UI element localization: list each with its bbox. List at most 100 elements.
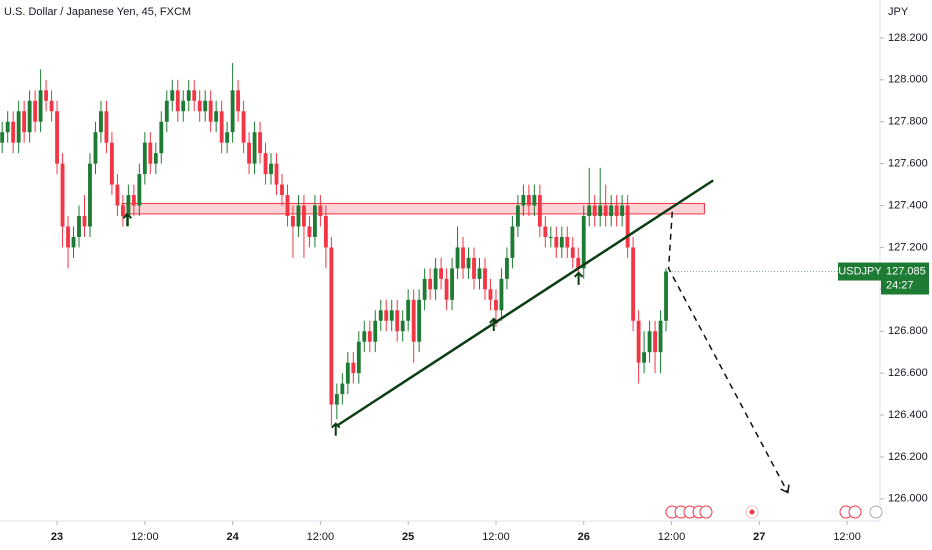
- candle-body: [559, 236, 564, 248]
- candle-body: [247, 142, 251, 164]
- candle-body: [373, 320, 378, 342]
- candle-body: [636, 320, 641, 363]
- candle-body: [27, 100, 32, 133]
- support-arrow: [122, 212, 132, 227]
- y-tick-label: 126.400: [888, 409, 928, 421]
- candle-body: [214, 111, 219, 122]
- candle-body: [384, 310, 389, 321]
- candle-body: [285, 195, 290, 217]
- candle-body: [488, 289, 493, 300]
- candle-body: [60, 163, 65, 227]
- support-arrow: [331, 422, 341, 436]
- x-tick-label: 12:00: [131, 531, 159, 543]
- support-arrow: [489, 317, 499, 331]
- candle-body: [312, 205, 317, 237]
- candle-body: [71, 236, 76, 248]
- candle-body: [439, 268, 444, 279]
- y-tick-label: 126.200: [888, 451, 928, 463]
- x-tick-label: 12:00: [833, 531, 861, 543]
- y-tick-label: 127.400: [888, 199, 928, 211]
- candle-body: [334, 394, 339, 405]
- event-icon: [699, 505, 713, 519]
- candle-body: [302, 205, 306, 227]
- x-tick-label: 12:00: [307, 531, 335, 543]
- candle-body: [455, 247, 460, 269]
- candle-body: [395, 310, 400, 332]
- candle-body: [269, 163, 273, 175]
- candle-body: [543, 226, 548, 237]
- candle-body: [66, 226, 70, 248]
- candle-body: [642, 352, 647, 363]
- support-arrow: [573, 271, 584, 285]
- candle-body: [126, 195, 131, 217]
- candle-body: [609, 205, 614, 217]
- candle-body: [428, 278, 433, 290]
- candle-body: [510, 226, 515, 258]
- candle-body: [664, 271, 668, 321]
- candle-body: [345, 362, 350, 384]
- candle-body: [653, 331, 657, 353]
- symbol-badge: [838, 262, 882, 281]
- candle-body: [82, 216, 87, 227]
- candle-body: [362, 331, 367, 342]
- event-icon: [848, 505, 862, 519]
- candle-body: [494, 299, 498, 311]
- candle-body: [296, 205, 301, 227]
- candle-body: [647, 331, 652, 353]
- candle-body: [164, 100, 169, 122]
- candle-body: [477, 268, 482, 279]
- y-tick-label: 128.200: [888, 32, 928, 44]
- candle-body: [483, 268, 487, 290]
- candle-body: [104, 111, 109, 143]
- candle-body: [614, 205, 619, 217]
- candle-body: [548, 236, 553, 238]
- candle-body: [5, 121, 10, 133]
- x-tick-label: 27: [753, 531, 765, 543]
- candle-body: [389, 310, 394, 321]
- candle-body: [22, 111, 27, 133]
- candle-body: [280, 184, 284, 196]
- candle-body: [406, 299, 411, 321]
- candle-body: [499, 278, 504, 311]
- candle-body: [625, 205, 630, 248]
- candle-body: [515, 205, 520, 227]
- candle-body: [225, 132, 230, 143]
- trendline: [336, 179, 714, 427]
- candle-body: [291, 216, 295, 227]
- candle-body: [11, 121, 16, 143]
- projection-arrowhead: [780, 484, 790, 494]
- candle-body: [411, 299, 416, 342]
- candle-body: [131, 195, 136, 206]
- candle-body: [356, 341, 361, 374]
- candle-body: [88, 163, 92, 227]
- candle-body: [417, 299, 422, 342]
- candle-body: [461, 247, 465, 269]
- candle-body: [450, 268, 454, 300]
- candle-body: [378, 310, 383, 321]
- y-tick-label: 127.800: [888, 116, 928, 128]
- candle-body: [537, 195, 542, 227]
- candle-body: [340, 383, 345, 395]
- candle-body: [137, 174, 142, 206]
- candle-body: [576, 257, 581, 269]
- event-icon: [869, 505, 883, 519]
- y-tick-label: 127.600: [888, 158, 928, 170]
- candle-body: [38, 90, 43, 122]
- x-tick-label: 24: [226, 531, 239, 543]
- candle-body: [33, 100, 38, 122]
- projection-path: [667, 211, 789, 493]
- candle-body: [554, 236, 559, 248]
- candle-body: [55, 111, 59, 164]
- candle-body: [433, 268, 438, 290]
- candle-body: [587, 205, 592, 217]
- candle-body: [93, 132, 98, 164]
- candle-body: [570, 247, 575, 258]
- price-badge: [881, 262, 929, 295]
- candle-body: [603, 205, 608, 217]
- candle-body: [472, 257, 476, 279]
- x-tick-label: 23: [51, 531, 63, 543]
- candle-body: [175, 90, 180, 112]
- candle-body: [274, 163, 279, 185]
- candle-body: [241, 111, 246, 143]
